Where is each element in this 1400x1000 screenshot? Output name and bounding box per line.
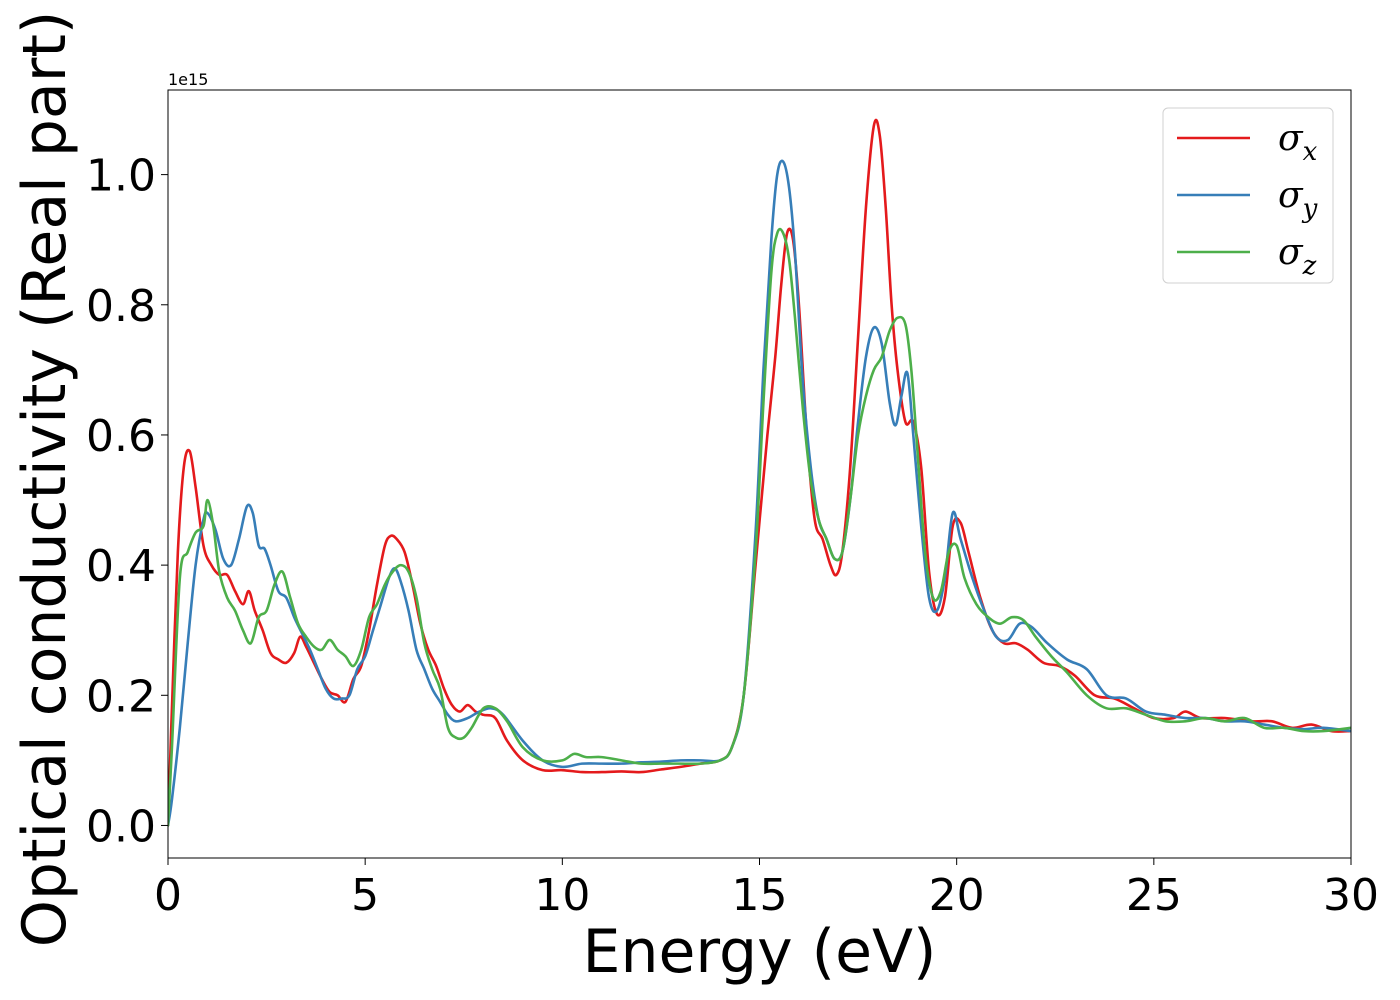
y-tick-label: 1.0 xyxy=(86,151,156,202)
x-tick-label: 30 xyxy=(1323,870,1379,921)
legend-item-sigma-x: σx xyxy=(1177,118,1318,167)
x-tick-label: 5 xyxy=(351,870,379,921)
y-tick-label: 0.6 xyxy=(86,411,156,462)
x-axis-ticks: 0 5 10 15 20 25 30 xyxy=(154,858,1379,921)
y-tick-label: 0.0 xyxy=(86,801,156,852)
legend-label: σy xyxy=(1278,175,1318,224)
y-tick-label: 0.8 xyxy=(86,281,156,332)
y-axis-ticks: 0.0 0.2 0.4 0.6 0.8 1.0 xyxy=(86,151,168,852)
x-tick-label: 25 xyxy=(1126,870,1182,921)
x-tick-label: 20 xyxy=(929,870,985,921)
series-line-sigma-z xyxy=(168,227,1351,827)
series-lines xyxy=(168,118,1351,827)
legend: σx σy σz xyxy=(1162,107,1334,284)
legend-label: σx xyxy=(1278,118,1318,167)
x-tick-label: 10 xyxy=(534,870,590,921)
y-tick-label: 0.2 xyxy=(86,671,156,722)
x-tick-label: 0 xyxy=(154,870,182,921)
legend-item-sigma-y: σy xyxy=(1177,175,1318,224)
legend-item-sigma-z: σz xyxy=(1177,232,1317,281)
x-tick-label: 15 xyxy=(732,870,788,921)
y-axis-label: Optical conductivity (Real part) xyxy=(10,11,80,948)
x-axis-label: Energy (eV) xyxy=(583,917,937,987)
legend-label: σz xyxy=(1278,232,1317,281)
y-tick-label: 0.4 xyxy=(86,541,156,592)
y-axis-offset-label: 1e15 xyxy=(168,70,208,89)
